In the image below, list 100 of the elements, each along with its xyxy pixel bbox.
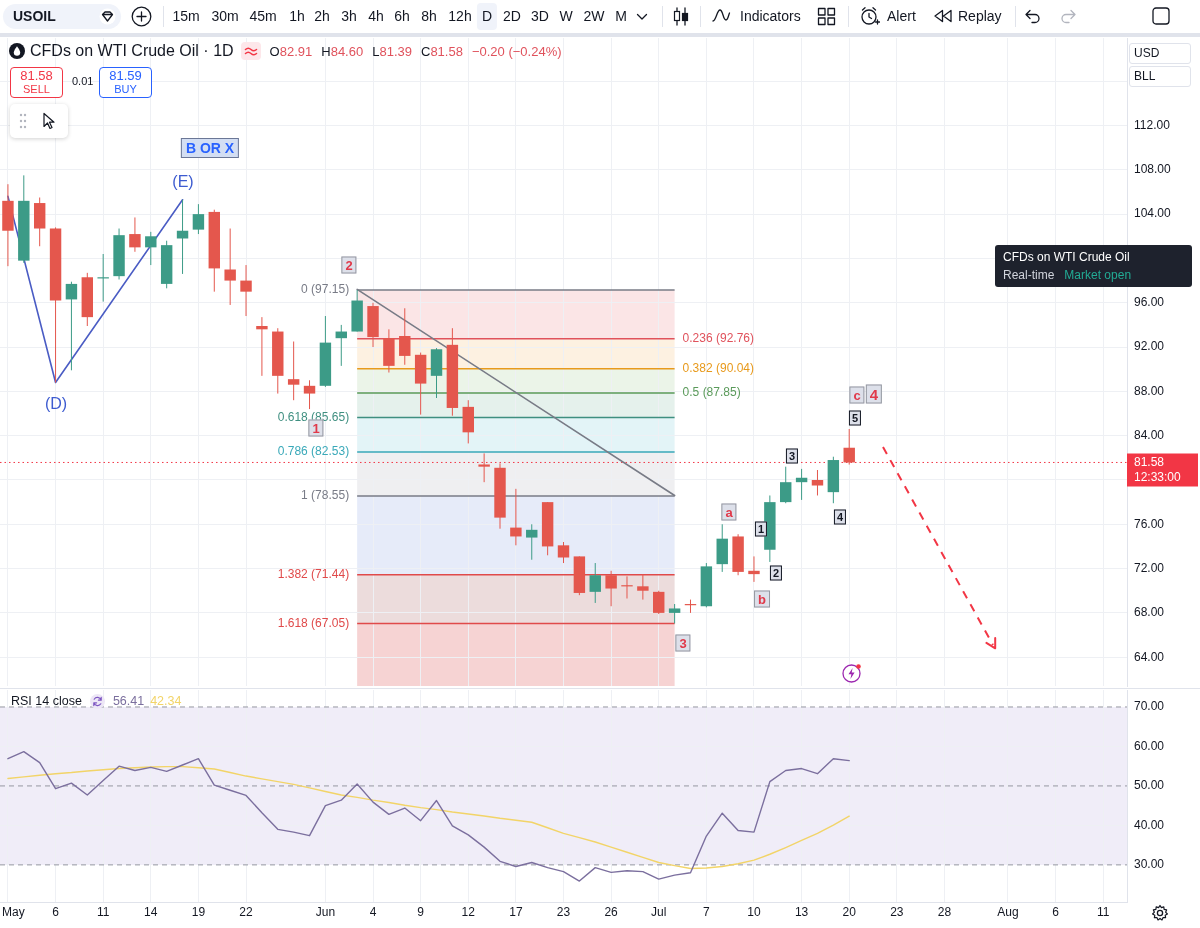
- text: 6h: [394, 7, 410, 26]
- annotation: BUY: [114, 83, 137, 96]
- y-tick-label: 40.00: [1134, 817, 1165, 832]
- text: 4h: [368, 7, 384, 26]
- annotation: L81.39: [372, 43, 412, 59]
- annotation: 42.34: [150, 694, 182, 708]
- x-tick-label: 7: [703, 905, 711, 920]
- ref-line-label: 0 (97.15): [301, 282, 350, 297]
- y-tick-label: 68.00: [1134, 605, 1165, 620]
- annotation: 2: [341, 256, 357, 274]
- x-tick-label: 28: [937, 905, 952, 920]
- x-tick-label: Jul: [651, 905, 667, 920]
- y-tick-label: 72.00: [1134, 560, 1165, 575]
- y-tick-label: 76.00: [1134, 516, 1165, 531]
- annotation: 4: [865, 384, 883, 404]
- y-tick-label: 30.00: [1134, 857, 1165, 872]
- ref-line-label: 1 (78.55): [301, 488, 350, 503]
- annotation: 4: [833, 509, 847, 525]
- y-tick-label: 88.00: [1134, 383, 1165, 398]
- text: 1h: [289, 7, 305, 26]
- y-tick-label: 92.00: [1134, 339, 1165, 354]
- annotation: (D): [44, 395, 68, 413]
- annotation: C81.58: [420, 43, 463, 59]
- annotation: 1: [308, 419, 324, 437]
- annotation: H84.60: [321, 43, 364, 59]
- annotation: 0.01: [72, 75, 94, 88]
- ref-line-label: 0.382 (90.04): [682, 361, 754, 376]
- text: 12h: [448, 7, 472, 26]
- annotation: c: [849, 386, 865, 404]
- x-tick-label: Jun: [315, 905, 336, 920]
- text: 12:33:00: [1134, 469, 1182, 484]
- ref-line-label: 0.236 (92.76): [682, 330, 754, 345]
- x-tick-label: 12: [461, 905, 476, 920]
- x-tick-label: 19: [191, 905, 206, 920]
- y-tick-label: 84.00: [1134, 427, 1165, 442]
- chart-title: RSI 14 close: [11, 694, 82, 708]
- text: D: [476, 3, 498, 30]
- y-tick-label: 96.00: [1134, 295, 1165, 310]
- text: 30m: [211, 7, 239, 26]
- y-tick-label: 60.00: [1134, 738, 1165, 753]
- y-tick-label: 112.00: [1134, 117, 1171, 132]
- annotation: 56.41: [112, 694, 145, 708]
- text: 45m: [249, 7, 277, 26]
- annotation: SELL: [23, 83, 50, 96]
- annotation: 3: [785, 448, 799, 464]
- x-tick-label: 4: [369, 905, 377, 920]
- x-tick-label: 23: [556, 905, 571, 920]
- annotation: 81.59: [109, 68, 142, 83]
- sell-button: 81.58 SELL: [10, 67, 63, 98]
- annotation: (E): [172, 173, 194, 191]
- buy-button: 81.59 BUY: [99, 67, 152, 98]
- x-tick-label: 22: [239, 905, 254, 920]
- annotation: Market open: [1064, 268, 1132, 282]
- ref-line-label: 0.786 (82.53): [277, 444, 350, 459]
- ref-line-label: 81.58: [1134, 454, 1165, 469]
- y-tick-label: 50.00: [1134, 778, 1165, 793]
- text: 2h: [314, 7, 330, 26]
- y-tick-label: 64.00: [1134, 649, 1165, 664]
- ref-line-label: 1.382 (71.44): [277, 567, 350, 582]
- x-tick-label: 20: [842, 905, 857, 920]
- text: 3D: [531, 7, 549, 26]
- annotation: CFDs on WTI Crude Oil: [1002, 249, 1131, 266]
- text: Indicators: [740, 7, 801, 26]
- annotation: 1: [754, 521, 768, 537]
- x-tick-label: 6: [1052, 905, 1060, 920]
- text: Alert: [887, 7, 916, 26]
- text: Replay: [958, 7, 1002, 26]
- tooltip: CFDs on WTI Crude Oil Real-time Market open: [995, 245, 1192, 287]
- text: USD: [1129, 43, 1191, 64]
- text: BLL: [1129, 66, 1191, 87]
- chart-title: CFDs on WTI Crude Oil · 1D: [30, 42, 234, 60]
- ref-line-label: 0.5 (87.85): [682, 385, 741, 400]
- annotation: 81.58: [20, 68, 53, 83]
- annotation: −0.20 (−0.24%): [471, 43, 562, 59]
- x-tick-label: 11: [96, 905, 110, 920]
- annotation: 5: [848, 410, 862, 426]
- x-tick-label: May: [2, 905, 25, 920]
- text: 2D: [503, 7, 521, 26]
- annotation: 3: [675, 634, 691, 652]
- y-tick-label: 70.00: [1134, 699, 1165, 714]
- text: 15m: [172, 7, 200, 26]
- x-tick-label: 6: [52, 905, 60, 920]
- x-tick-label: 13: [794, 905, 809, 920]
- x-tick-label: 17: [509, 905, 523, 920]
- text: 2W: [583, 7, 605, 26]
- x-tick-label: Aug: [997, 905, 1019, 920]
- x-tick-label: 10: [747, 905, 761, 920]
- annotation: 2: [769, 565, 783, 581]
- x-tick-label: 11: [1096, 905, 1110, 920]
- text: M: [615, 7, 627, 26]
- y-tick-label: 104.00: [1134, 206, 1172, 221]
- text: USOIL: [13, 7, 56, 26]
- annotation: B OR X: [180, 138, 240, 158]
- text: 3h: [341, 7, 357, 26]
- ref-line-label: 1.618 (67.05): [277, 615, 350, 630]
- annotation: a: [721, 503, 737, 521]
- text: 8h: [421, 7, 437, 26]
- y-tick-label: 108.00: [1134, 162, 1172, 177]
- x-tick-label: 14: [144, 905, 158, 920]
- text: W: [559, 7, 573, 26]
